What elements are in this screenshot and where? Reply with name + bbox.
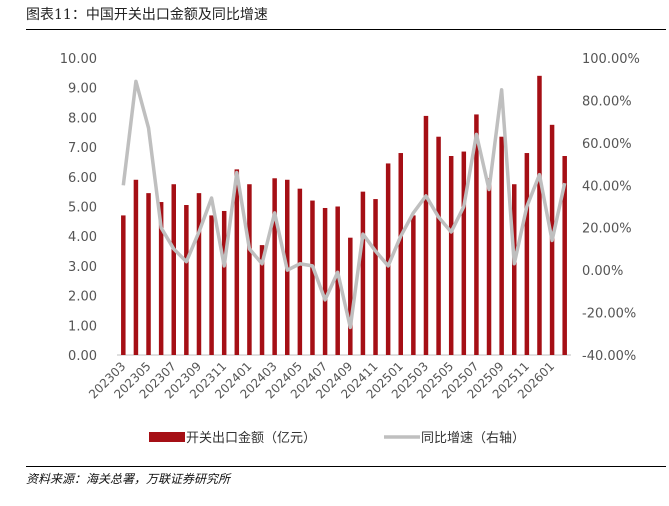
- right-tick-label: 60.00%: [582, 137, 632, 152]
- bar-202411: [373, 199, 378, 355]
- bar-202507: [474, 114, 479, 356]
- legend-bar-swatch: [149, 432, 185, 442]
- bar-202309: [196, 193, 202, 355]
- bar-202304: [133, 179, 139, 355]
- bar-202307: [171, 184, 176, 355]
- bar-202502: [411, 215, 416, 355]
- growth-line: [121, 79, 567, 330]
- bar-202406: [310, 200, 315, 355]
- bar-202408: [335, 206, 340, 355]
- right-tick-label: 100.00%: [582, 52, 640, 67]
- bar-202308: [184, 205, 189, 355]
- bar-202310: [209, 215, 214, 355]
- bar-202501: [398, 153, 403, 355]
- x-axis-ticks: 2023032023052023072023092023112024012024…: [86, 359, 557, 401]
- bar-202409: [348, 237, 353, 355]
- legend: 开关出口金额（亿元） 同比增速（右轴）: [149, 430, 525, 446]
- legend-bar-label: 开关出口金额（亿元）: [186, 430, 316, 446]
- bar-202312: [234, 169, 240, 356]
- bar-series: [121, 75, 567, 356]
- left-tick-label: 10.00: [60, 52, 97, 67]
- right-axis-ticks: -40.00% -20.00% 0.00% 20.00% 40.00% 60.00% 80.…: [582, 52, 640, 364]
- top-rule: [26, 29, 666, 30]
- figure-title: 图表11：中国开关出口金额及同比增速: [26, 7, 268, 23]
- left-tick-label: 1.00: [68, 319, 97, 334]
- bar-202505: [448, 156, 454, 355]
- bar-202403: [272, 178, 277, 355]
- bar-202509: [499, 136, 504, 355]
- bar-202602: [562, 156, 567, 355]
- legend-line-label: 同比增速（右轴）: [421, 431, 525, 446]
- right-tick-label: 0.00%: [582, 264, 623, 279]
- source-note: 资料来源：海关总署，万联证券研究所: [26, 472, 231, 486]
- left-tick-label: 5.00: [68, 201, 97, 216]
- bar-202407: [322, 207, 328, 355]
- bar-202511: [524, 153, 530, 355]
- bar-202506: [461, 151, 467, 355]
- bar-202405: [297, 188, 303, 355]
- bottom-rule: [26, 466, 666, 467]
- left-tick-label: 9.00: [68, 82, 97, 97]
- bar-202504: [436, 136, 441, 355]
- left-axis-ticks: 0.00 1.00 2.00 3.00 4.00 5.00 6.00 7.00 8.00 9.00…: [60, 52, 97, 364]
- left-tick-label: 6.00: [68, 171, 97, 186]
- left-tick-label: 4.00: [68, 230, 97, 245]
- bar-202303: [121, 215, 126, 355]
- left-tick-label: 7.00: [68, 141, 97, 156]
- left-tick-label: 3.00: [68, 260, 97, 275]
- right-tick-label: -20.00%: [582, 307, 636, 322]
- bar-202402: [259, 245, 265, 355]
- bar-202410: [360, 191, 366, 355]
- bar-202510: [512, 184, 517, 355]
- bar-202306: [158, 202, 164, 355]
- left-tick-label: 8.00: [68, 111, 97, 126]
- right-tick-label: -40.00%: [582, 349, 636, 364]
- bar-202412: [385, 163, 391, 355]
- bar-202305: [146, 193, 151, 355]
- right-tick-label: 80.00%: [582, 94, 632, 109]
- right-tick-label: 40.00%: [582, 179, 632, 194]
- left-tick-label: 2.00: [68, 290, 97, 305]
- bar-202311: [221, 210, 227, 355]
- bar-202508: [486, 178, 492, 355]
- right-tick-label: 20.00%: [582, 222, 632, 237]
- bar-202503: [423, 115, 429, 355]
- bar-202401: [247, 184, 252, 355]
- left-tick-label: 0.00: [68, 349, 97, 364]
- bar-202512: [537, 75, 542, 355]
